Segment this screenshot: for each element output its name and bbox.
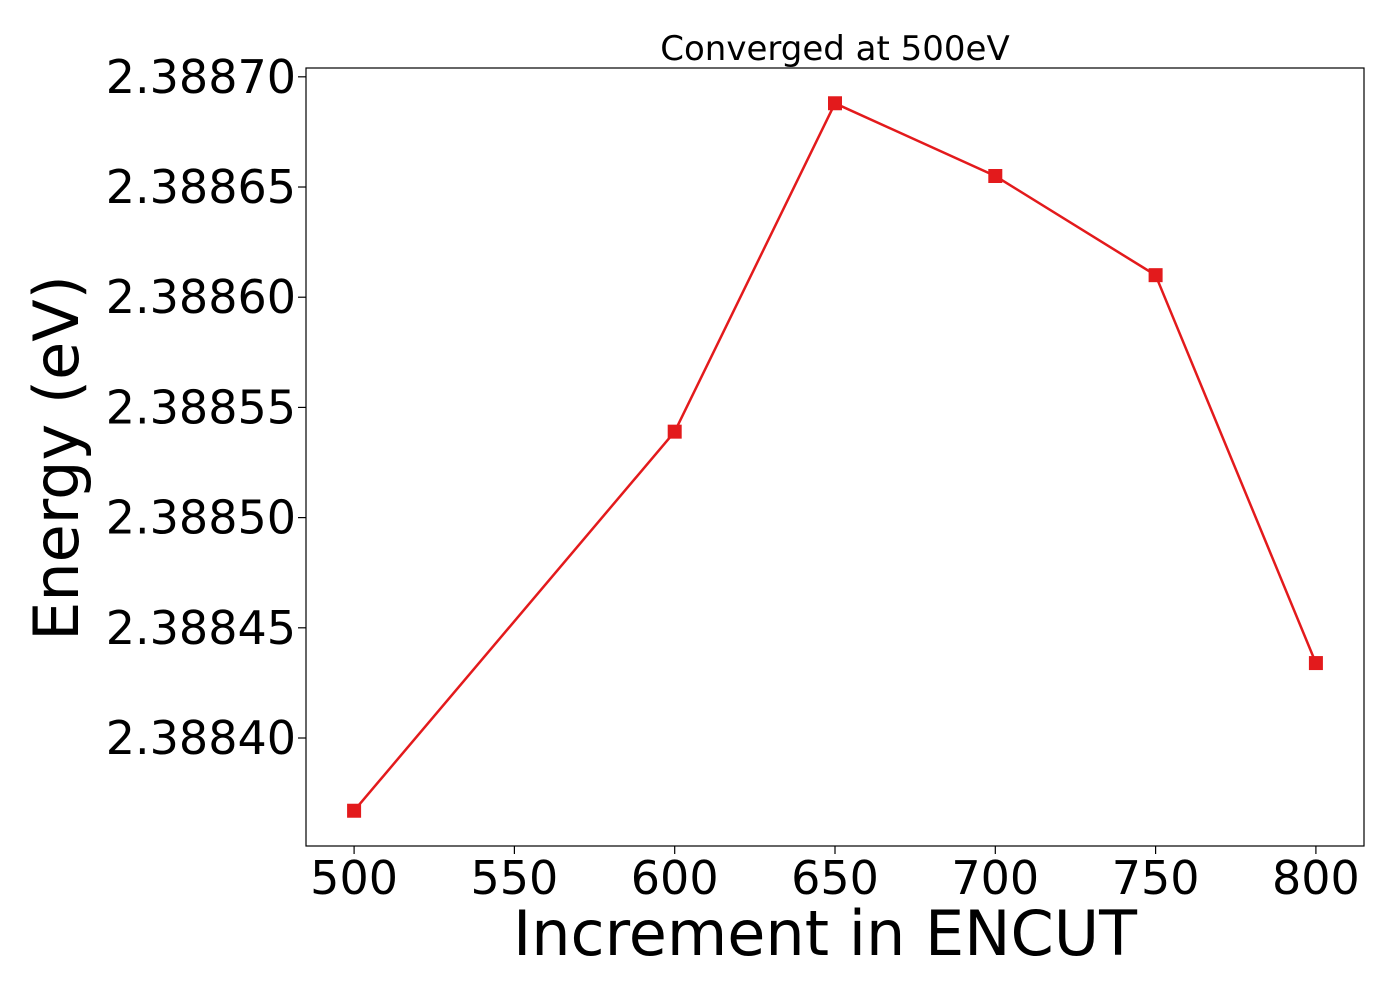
y-tick-label: 2.38840 (106, 711, 296, 765)
x-tick-label: 500 (310, 851, 398, 905)
data-point-marker (988, 168, 1003, 183)
x-axis-label: Increment in ENCUT (513, 897, 1138, 970)
series-markers (347, 96, 1323, 818)
x-tick-label: 550 (470, 851, 558, 905)
data-point-marker (828, 96, 842, 111)
series-line (353, 101, 1318, 812)
y-tick-label: 2.38845 (106, 601, 296, 655)
x-tick-label: 750 (1112, 851, 1200, 905)
data-point-marker (1308, 656, 1323, 671)
y-tick-label: 2.38855 (106, 380, 296, 434)
data-point-marker (1148, 268, 1163, 283)
x-tick-label: 700 (951, 851, 1039, 905)
data-point-marker (667, 424, 682, 439)
y-tick-label: 2.38860 (106, 270, 296, 324)
y-axis-ticks: 2.38840 2.38845 2.38850 2.38855 2.38860 2.388… (106, 50, 306, 765)
y-tick-label: 2.38850 (106, 491, 296, 545)
x-tick-label: 800 (1272, 851, 1360, 905)
x-tick-label: 600 (631, 851, 719, 905)
x-tick-label: 650 (791, 851, 879, 905)
chart-title: Converged at 500eV (660, 29, 1009, 69)
plot-area-frame (305, 67, 1365, 847)
data-point-marker (347, 803, 362, 818)
y-tick-label: 2.38865 (106, 160, 296, 214)
y-axis-label: Energy (eV) (20, 275, 93, 641)
x-axis-ticks: 500 550 600 650 700 750 800 (310, 846, 1360, 905)
y-tick-label: 2.38870 (106, 50, 296, 104)
